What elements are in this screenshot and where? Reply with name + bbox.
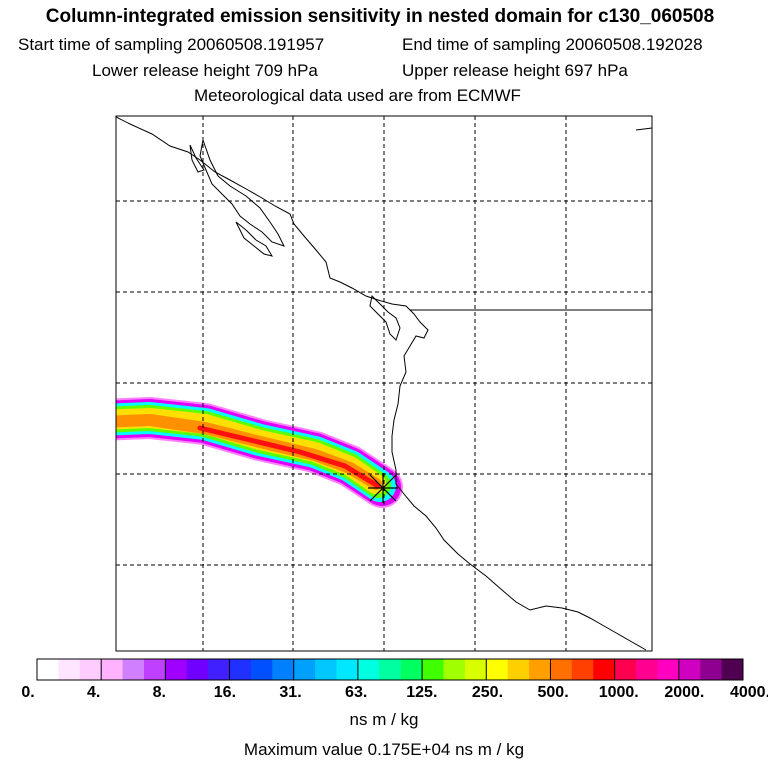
colorbar-swatch	[208, 659, 231, 680]
mainland-coastline	[116, 116, 647, 651]
colorbar-tick-label: 0.	[21, 684, 35, 701]
colorbar-tick-label: 500.	[537, 684, 569, 701]
colorbar-swatch	[186, 659, 209, 680]
colorbar-tick-label: 250.	[471, 684, 504, 701]
colorbar-tick-label: 8.	[152, 684, 166, 701]
colorbar-swatch	[529, 659, 551, 680]
colorbar-swatch	[165, 659, 188, 680]
colorbar-swatch	[507, 659, 530, 680]
fjord-outline	[189, 144, 205, 173]
colorbar-swatch	[58, 659, 81, 680]
colorbar-swatch	[79, 659, 102, 680]
colorbar-swatch	[443, 659, 466, 680]
colorbar-swatch	[422, 659, 444, 680]
colorbar-tick-label: 125.	[406, 684, 438, 701]
colorbar-swatch	[464, 659, 487, 680]
colorbar-swatch	[486, 659, 509, 680]
colorbar-swatch	[550, 659, 573, 680]
colorbar-swatch	[250, 659, 273, 680]
colorbar-swatch	[357, 659, 380, 680]
colorbar-swatch	[379, 659, 402, 680]
release-point-cross	[368, 473, 398, 503]
colorbar-tick-label: 31.	[279, 684, 302, 701]
colorbar-swatch	[122, 659, 145, 680]
end-time-label: End time of sampling 20060508.192028	[402, 35, 703, 54]
island-outline	[235, 221, 274, 257]
colorbar-tick-label: 1000.	[598, 684, 639, 701]
colorbar-frame	[36, 658, 744, 681]
upper-release-height-label: Upper release height 697 hPa	[402, 61, 628, 80]
emission-sensitivity-plume	[116, 397, 403, 508]
colorbar-tick-label: 63.	[345, 684, 368, 701]
colorbar	[36, 658, 744, 681]
colorbar-swatch	[657, 659, 680, 680]
colorbar-tick-label: 4000.	[729, 684, 768, 701]
maximum-value-label: Maximum value 0.175E+04 ns m / kg	[243, 740, 525, 759]
lower-release-height-label: Lower release height 709 hPa	[92, 61, 318, 80]
colorbar-swatch	[721, 659, 744, 680]
map-title: Column-integrated emission sensitivity i…	[45, 6, 715, 27]
plume-layer-red	[197, 425, 381, 489]
northern-coastline	[635, 127, 652, 131]
colorbar-tick-label: 16.	[213, 684, 237, 701]
colorbar-units: ns m / kg	[349, 710, 419, 729]
colorbar-swatch	[593, 659, 616, 680]
colorbar-swatch	[315, 659, 338, 680]
colorbar-swatch	[400, 659, 423, 680]
colorbar-tick-label: 4.	[86, 684, 101, 701]
colorbar-swatch	[272, 659, 295, 680]
colorbar-swatch	[37, 659, 59, 680]
colorbar-swatch	[700, 659, 723, 680]
start-time-label: Start time of sampling 20060508.191957	[18, 35, 325, 54]
colorbar-swatch	[293, 659, 316, 680]
colorbar-swatch	[636, 659, 658, 680]
map-area	[116, 116, 652, 651]
colorbar-swatch	[571, 659, 594, 680]
colorbar-swatch	[614, 659, 637, 680]
map-grid	[116, 116, 652, 651]
puget-sound-coastline	[369, 294, 401, 341]
coastlines	[116, 116, 652, 651]
colorbar-swatch	[336, 659, 359, 680]
colorbar-swatch	[229, 659, 252, 680]
colorbar-swatch	[101, 659, 124, 680]
vancouver-island-coastline	[199, 138, 285, 247]
colorbar-swatch	[678, 659, 701, 680]
map-frame	[115, 115, 653, 652]
met-data-label: Meteorological data used are from ECMWF	[194, 86, 521, 105]
colorbar-swatch	[143, 659, 166, 680]
colorbar-tick-label: 2000.	[664, 684, 705, 701]
